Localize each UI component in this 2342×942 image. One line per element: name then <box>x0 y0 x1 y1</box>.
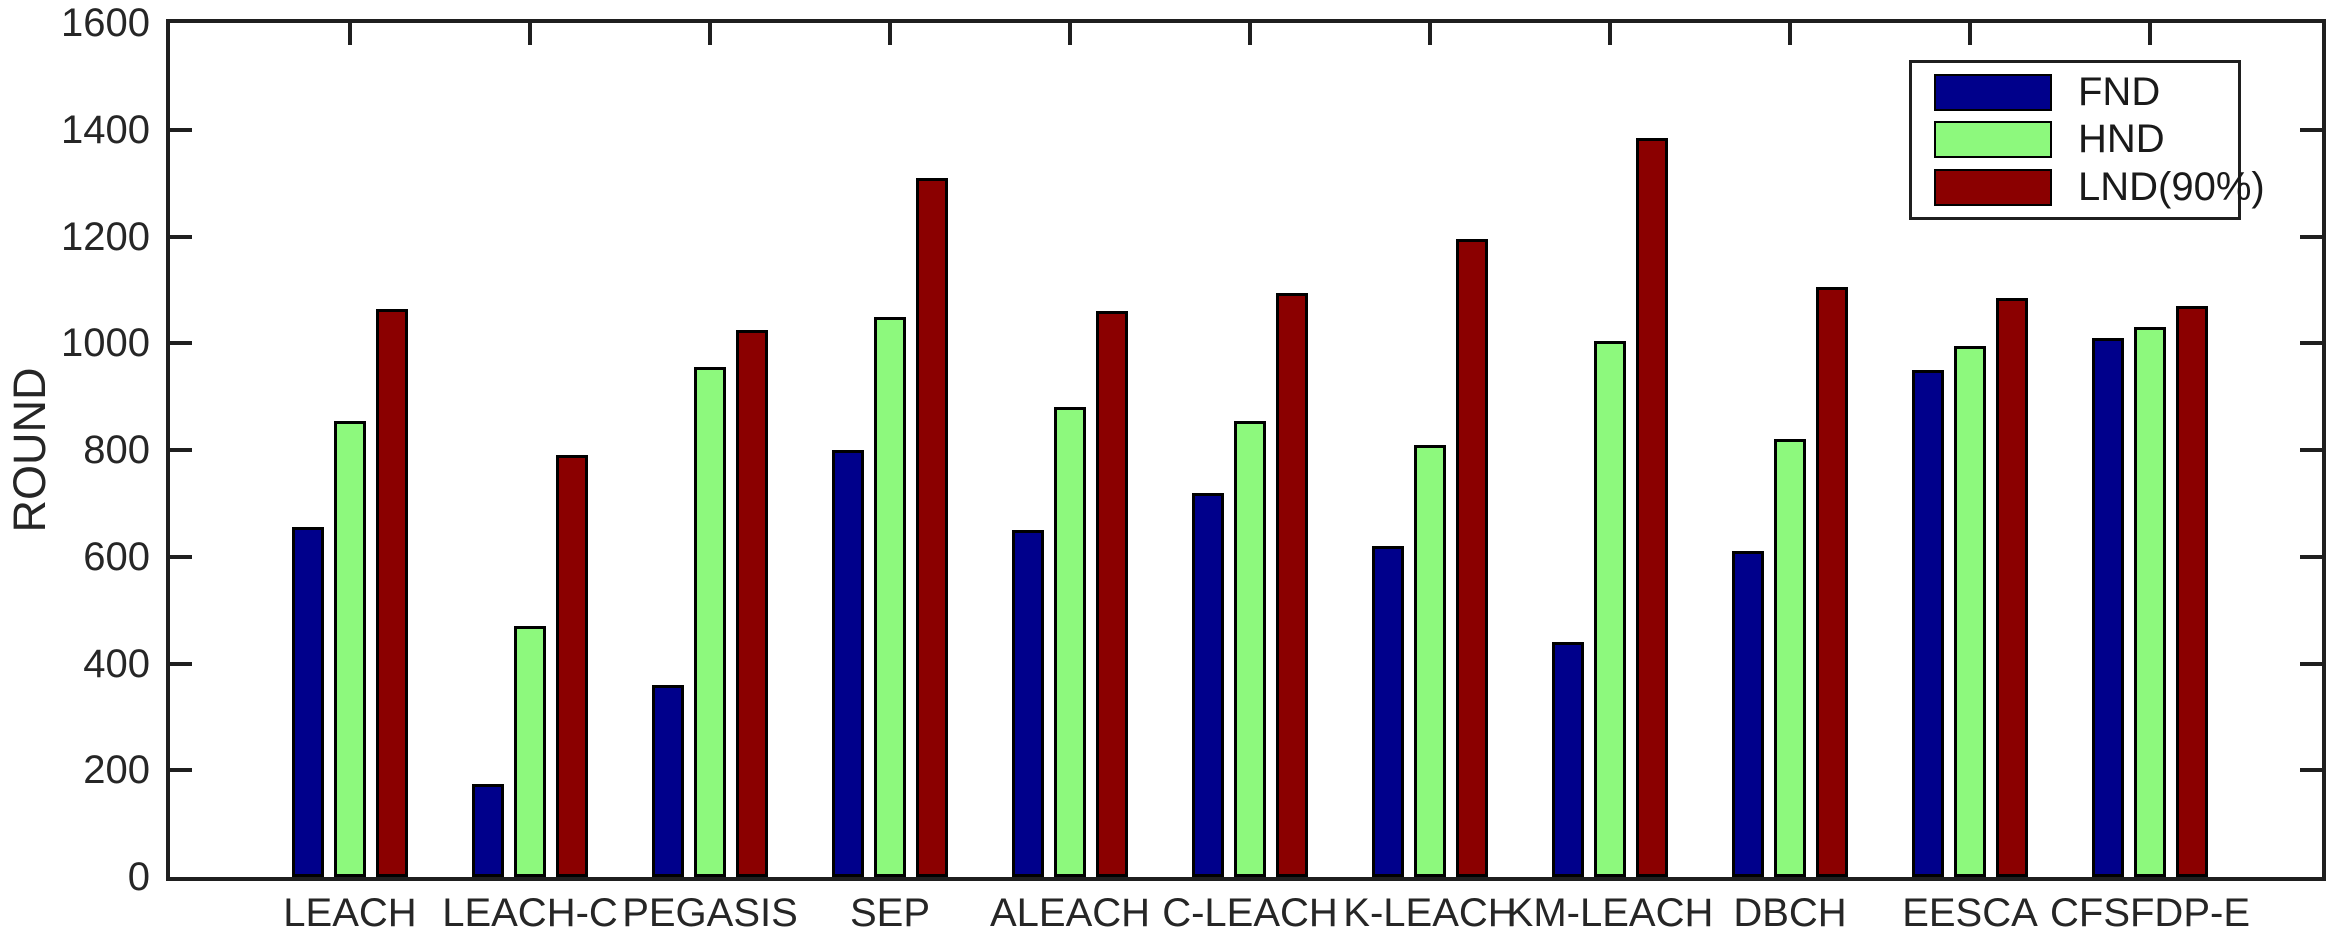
x-tick-mark <box>528 23 532 45</box>
bar-dbch-fnd <box>1732 551 1764 877</box>
x-tick-mark <box>888 23 892 45</box>
bar-pegasis-fnd <box>652 685 684 877</box>
bar-dbch-lnd-90 <box>1816 287 1848 877</box>
y-tick-mark <box>170 661 192 666</box>
x-tick-label: DBCH <box>1733 891 1847 935</box>
bar-sep-lnd-90 <box>916 178 948 877</box>
y-tick-mark <box>2300 341 2322 346</box>
y-tick-label: 1400 <box>61 107 150 152</box>
x-tick-mark <box>1788 23 1792 45</box>
bar-sep-fnd <box>832 450 864 877</box>
y-tick-mark <box>170 234 192 239</box>
y-tick-label: 1600 <box>61 1 150 46</box>
x-tick-mark <box>1428 23 1432 45</box>
legend-label-hnd: HND <box>2078 117 2165 162</box>
bar-cfsfdp-e-fnd <box>2092 338 2124 877</box>
y-tick-label: 0 <box>127 855 150 899</box>
y-tick-mark <box>2300 768 2322 773</box>
bar-km-leach-lnd-90 <box>1636 138 1668 877</box>
bar-c-leach-fnd <box>1192 493 1224 877</box>
x-tick-label: KM-LEACH <box>1506 891 1714 935</box>
bar-sep-hnd <box>874 317 906 877</box>
x-tick-mark <box>1608 23 1612 45</box>
y-tick-label: 1000 <box>61 321 150 366</box>
bar-aleach-hnd <box>1054 407 1086 877</box>
y-tick-mark <box>2300 661 2322 666</box>
x-tick-label: ALEACH <box>989 891 1151 935</box>
x-tick-mark <box>2148 23 2152 45</box>
bar-k-leach-fnd <box>1372 546 1404 877</box>
x-tick-mark <box>348 23 352 45</box>
x-tick-label: LEACH <box>283 891 417 935</box>
legend-label-fnd: FND <box>2078 70 2161 115</box>
legend-swatch-fnd <box>1934 74 2052 112</box>
x-tick-mark <box>1248 23 1252 45</box>
y-tick-label: 200 <box>83 748 150 793</box>
bar-aleach-lnd-90 <box>1096 311 1128 877</box>
bar-k-leach-hnd <box>1414 445 1446 877</box>
y-tick-mark <box>2300 554 2322 559</box>
y-tick-mark <box>2300 448 2322 452</box>
x-tick-mark <box>1068 23 1072 45</box>
bar-leach-c-lnd-90 <box>556 455 588 877</box>
bar-cfsfdp-e-lnd-90 <box>2176 306 2208 877</box>
x-tick-label: K-LEACH <box>1343 891 1517 935</box>
legend-label-lnd: LND(90%) <box>2078 164 2265 209</box>
x-tick-label: SEP <box>849 891 931 935</box>
bar-dbch-hnd <box>1774 439 1806 877</box>
x-tick-mark <box>1968 23 1972 45</box>
legend: FND HND LND(90%) <box>1909 60 2265 220</box>
bar-leach-fnd <box>292 527 324 877</box>
bar-pegasis-lnd-90 <box>736 330 768 877</box>
x-tick-label: CFSFDP-E <box>2050 891 2250 935</box>
bar-cfsfdp-e-hnd <box>2134 327 2166 877</box>
legend-swatch-lnd <box>1934 168 2052 206</box>
y-tick-mark <box>170 768 192 773</box>
legend-row-lnd: LND(90%) <box>1912 165 2265 210</box>
y-tick-mark <box>170 341 192 346</box>
legend-row-fnd: FND <box>1912 70 2238 115</box>
bar-km-leach-hnd <box>1594 341 1626 877</box>
bar-c-leach-hnd <box>1234 421 1266 877</box>
bar-c-leach-lnd-90 <box>1276 293 1308 877</box>
bar-leach-c-fnd <box>472 784 504 877</box>
bar-eesca-fnd <box>1912 370 1944 877</box>
bar-eesca-hnd <box>1954 346 1986 877</box>
legend-row-hnd: HND <box>1912 117 2238 162</box>
bar-km-leach-fnd <box>1552 642 1584 877</box>
y-tick-mark <box>170 554 192 559</box>
bar-leach-c-hnd <box>514 626 546 877</box>
bar-eesca-lnd-90 <box>1996 298 2028 877</box>
x-tick-label: PEGASIS <box>622 891 798 935</box>
y-tick-label: 1200 <box>61 214 150 259</box>
bar-pegasis-hnd <box>694 367 726 877</box>
y-tick-label: 400 <box>83 641 150 686</box>
bar-k-leach-lnd-90 <box>1456 239 1488 877</box>
x-tick-label: C-LEACH <box>1162 891 1338 935</box>
bar-aleach-fnd <box>1012 530 1044 877</box>
legend-swatch-hnd <box>1934 121 2052 159</box>
y-tick-label: 600 <box>83 534 150 579</box>
y-tick-mark <box>170 127 192 132</box>
x-tick-label: LEACH-C <box>442 891 618 935</box>
y-tick-mark <box>2300 234 2322 239</box>
x-tick-label: EESCA <box>1902 891 2038 935</box>
bar-leach-hnd <box>334 421 366 877</box>
y-tick-mark <box>2300 127 2322 132</box>
y-tick-label: 800 <box>83 428 150 472</box>
bar-leach-lnd-90 <box>376 309 408 877</box>
x-tick-mark <box>708 23 712 45</box>
y-tick-mark <box>170 448 192 452</box>
